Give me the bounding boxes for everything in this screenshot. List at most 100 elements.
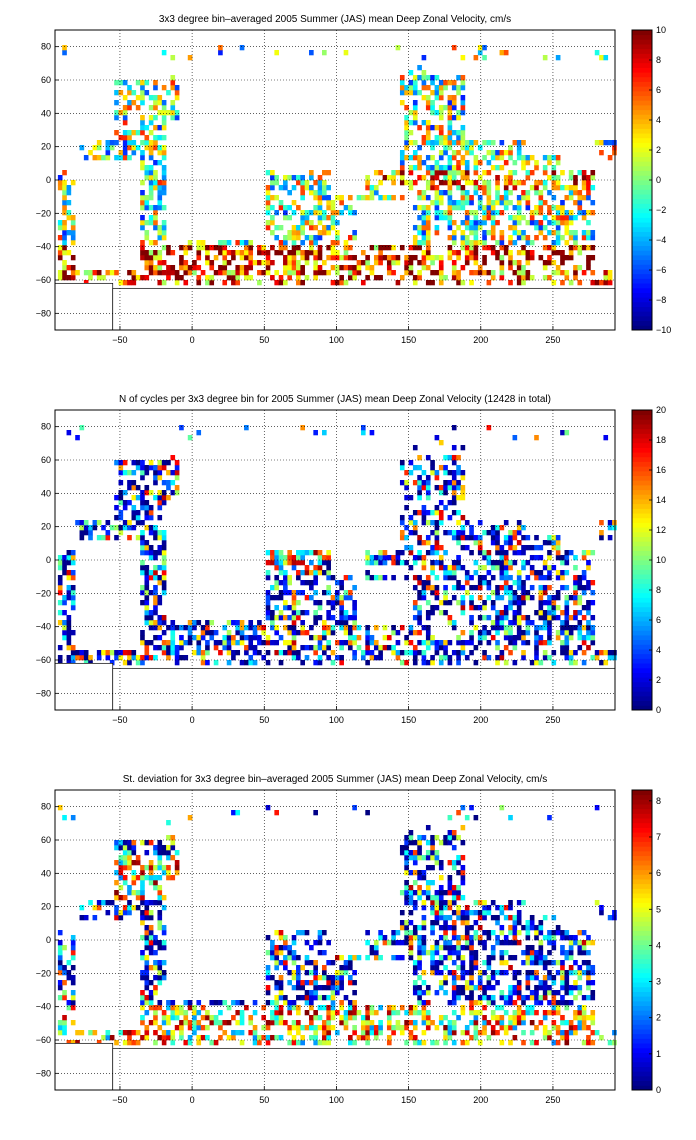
heatmap-cell (174, 490, 180, 496)
heatmap-cell (460, 805, 466, 811)
heatmap-cell (140, 85, 145, 91)
heatmap-cell (581, 1005, 587, 1011)
heatmap-cell (594, 140, 600, 146)
heatmap-cell (460, 230, 466, 236)
heatmap-cell (434, 255, 440, 261)
heatmap-cell (144, 545, 150, 551)
heatmap-cell (265, 975, 271, 981)
heatmap-cell (144, 655, 150, 661)
heatmap-cell (322, 260, 327, 266)
heatmap-cell (144, 945, 150, 951)
heatmap-cell (417, 65, 422, 71)
heatmap-cell (512, 1020, 518, 1026)
heatmap-cell (521, 1015, 526, 1021)
heatmap-cell (508, 145, 513, 151)
heatmap-cell (460, 490, 466, 496)
heatmap-cell (265, 970, 271, 976)
heatmap-cell (538, 205, 544, 211)
heatmap-cell (434, 855, 440, 861)
heatmap-cell (239, 1010, 245, 1016)
heatmap-cell (278, 280, 284, 286)
heatmap-cell (408, 940, 414, 946)
heatmap-cell (278, 570, 284, 576)
heatmap-cell (339, 1000, 344, 1006)
heatmap-cell (287, 955, 292, 961)
heatmap-cell (438, 545, 444, 551)
heatmap-cell (352, 980, 357, 986)
heatmap-cell (421, 235, 427, 241)
heatmap-cell (170, 85, 176, 91)
heatmap-cell (417, 455, 422, 461)
heatmap-cell (486, 150, 492, 156)
heatmap-cell (421, 925, 427, 931)
heatmap-cell (183, 1020, 189, 1026)
heatmap-cell (412, 1035, 418, 1041)
heatmap-cell (430, 165, 435, 171)
heatmap-cell (456, 910, 461, 916)
heatmap-cell (209, 1020, 215, 1026)
colorbar-tick-label: 4 (656, 940, 661, 950)
heatmap-cell (443, 215, 448, 221)
heatmap-cell (408, 550, 414, 556)
heatmap-cell (490, 600, 496, 606)
heatmap-cell (144, 605, 150, 611)
colorbar-swatch (632, 611, 652, 617)
heatmap-cell (547, 1000, 552, 1006)
heatmap-cell (456, 580, 461, 586)
heatmap-cell (153, 960, 158, 966)
heatmap-cell (534, 545, 539, 551)
heatmap-cell (425, 100, 431, 106)
heatmap-cell (451, 100, 457, 106)
heatmap-cell (235, 640, 241, 646)
heatmap-cell (157, 900, 163, 906)
heatmap-cell (412, 525, 418, 531)
heatmap-cell (451, 80, 457, 86)
colorbar-swatch (632, 39, 652, 45)
heatmap-cell (70, 560, 76, 566)
heatmap-cell (482, 990, 487, 996)
heatmap-cell (464, 140, 470, 146)
heatmap-cell (399, 535, 405, 541)
heatmap-cell (62, 635, 67, 641)
heatmap-cell (131, 1030, 137, 1036)
heatmap-cell (62, 945, 67, 951)
heatmap-cell (226, 1035, 232, 1041)
heatmap-cell (408, 130, 414, 136)
heatmap-cell (568, 1030, 574, 1036)
heatmap-cell (412, 465, 418, 471)
heatmap-cell (140, 640, 145, 646)
heatmap-cell (105, 1035, 111, 1041)
heatmap-cell (265, 805, 271, 811)
heatmap-cell (222, 625, 228, 631)
heatmap-cell (170, 1040, 176, 1046)
heatmap-cell (499, 970, 505, 976)
heatmap-cell (469, 280, 474, 286)
heatmap-cell (205, 280, 210, 286)
heatmap-cell (564, 230, 570, 236)
heatmap-cell (144, 80, 150, 86)
heatmap-cell (226, 250, 232, 256)
heatmap-cell (482, 625, 487, 631)
heatmap-cell (438, 600, 444, 606)
heatmap-cell (339, 280, 344, 286)
heatmap-cell (326, 550, 331, 556)
heatmap-cell (486, 195, 492, 201)
heatmap-cell (62, 965, 67, 971)
heatmap-cell (421, 480, 427, 486)
heatmap-cell (166, 645, 171, 651)
heatmap-cell (516, 155, 522, 161)
heatmap-cell (417, 575, 422, 581)
heatmap-cell (300, 645, 305, 651)
heatmap-cell (404, 470, 409, 476)
heatmap-cell (551, 980, 557, 986)
heatmap-cell (140, 1015, 145, 1021)
heatmap-cell (140, 875, 145, 881)
heatmap-cell (252, 1025, 258, 1031)
heatmap-cell (322, 170, 327, 176)
heatmap-cell (451, 650, 457, 656)
heatmap-cell (581, 960, 587, 966)
heatmap-cell (343, 1025, 349, 1031)
heatmap-cell (581, 615, 587, 621)
heatmap-cell (265, 1025, 271, 1031)
heatmap-cell (131, 515, 137, 521)
